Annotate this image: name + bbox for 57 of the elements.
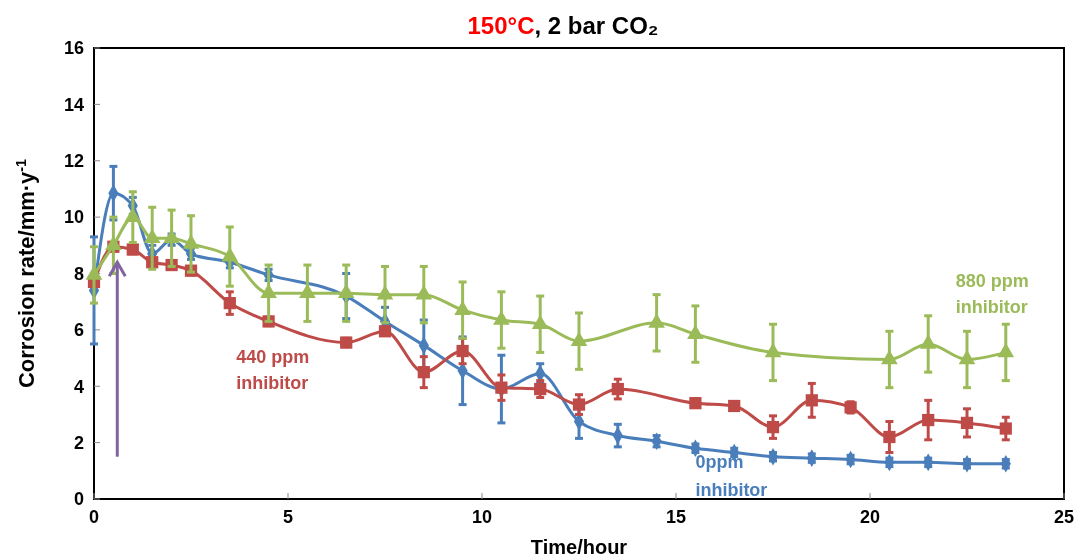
- point: [378, 325, 392, 338]
- point: [728, 399, 741, 413]
- point: [572, 398, 586, 411]
- y-tick-label: 8: [73, 263, 84, 284]
- point: [85, 265, 103, 280]
- point: [221, 246, 239, 262]
- point: [493, 310, 510, 325]
- point: [223, 296, 236, 310]
- y-tick-label: 4: [73, 376, 84, 397]
- point: [415, 285, 433, 300]
- series-label: 440 ppm inhibitor: [236, 346, 310, 393]
- point: [531, 314, 549, 330]
- x-axis-title: Time/hour: [530, 536, 628, 558]
- point: [958, 349, 976, 365]
- point: [163, 228, 180, 244]
- series-label: 880 ppm inhibitor: [955, 271, 1029, 318]
- x-tick-label: 25: [1053, 507, 1075, 527]
- point: [687, 324, 704, 339]
- x-tick-label: 15: [665, 507, 687, 527]
- point: [648, 313, 665, 328]
- point: [997, 342, 1015, 358]
- point: [417, 366, 430, 379]
- point: [999, 422, 1012, 435]
- point: [881, 349, 898, 365]
- point: [883, 430, 896, 444]
- x-tick-label: 5: [282, 507, 294, 527]
- y-tick-label: 2: [73, 432, 84, 453]
- point: [570, 331, 588, 346]
- y-tick-label: 6: [73, 320, 84, 341]
- point: [337, 283, 355, 299]
- point: [922, 413, 935, 427]
- series-label: 0ppm inhibitor: [695, 452, 768, 501]
- chart-title: 150°C, 2 bar CO₂: [467, 12, 659, 39]
- point: [260, 283, 277, 299]
- x-tick-label: 20: [859, 507, 881, 527]
- point: [143, 228, 161, 244]
- point: [764, 342, 782, 358]
- y-tick-label: 0: [73, 489, 84, 510]
- point: [456, 344, 469, 358]
- point: [376, 285, 394, 300]
- point: [919, 334, 937, 349]
- point: [454, 300, 471, 315]
- y-tick-label: 14: [63, 94, 84, 115]
- point: [766, 421, 780, 434]
- y-tick-label: 10: [63, 207, 84, 228]
- point: [182, 234, 200, 249]
- point: [960, 416, 974, 430]
- point: [805, 394, 818, 407]
- y-tick-label: 12: [63, 151, 84, 172]
- point: [299, 283, 316, 299]
- point: [689, 397, 702, 410]
- x-tick-label: 0: [88, 507, 100, 527]
- point: [105, 235, 122, 251]
- point: [124, 207, 142, 222]
- point: [495, 381, 508, 394]
- x-tick-label: 10: [471, 507, 493, 527]
- y-tick-label: 16: [63, 38, 84, 59]
